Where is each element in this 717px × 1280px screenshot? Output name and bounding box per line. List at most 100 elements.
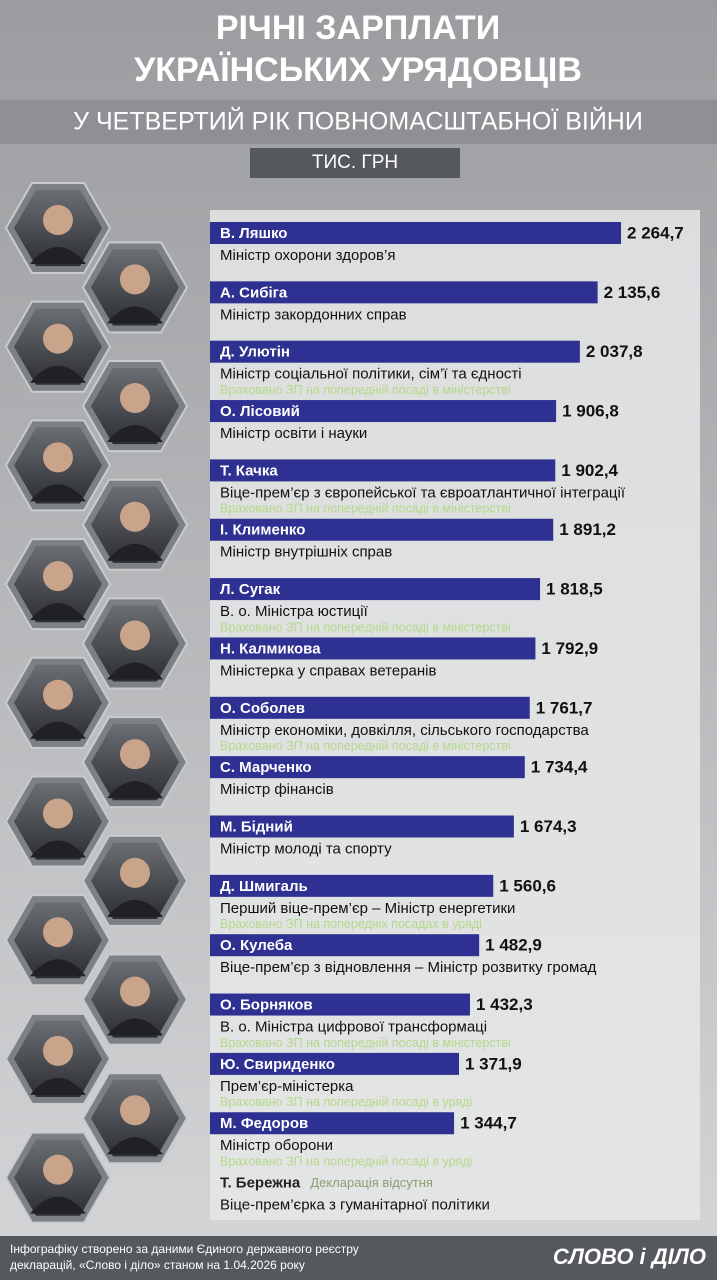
- title: РІЧНІ ЗАРПЛАТИ: [216, 9, 500, 47]
- role: Міністр соціальної політики, сім’ї та єд…: [220, 366, 522, 383]
- photo-body: [107, 306, 163, 324]
- photo-body: [30, 959, 86, 977]
- bar: [210, 340, 580, 363]
- bar: [210, 934, 480, 957]
- value-label: 1 482,9: [485, 936, 542, 955]
- bar-label: М. Федоров: [220, 1115, 308, 1132]
- subtitle-band: [0, 100, 717, 144]
- photo-body: [30, 484, 86, 502]
- bar: [210, 518, 554, 541]
- footer: Інфографіку створено за даними Єдиного д…: [10, 1242, 359, 1256]
- photo-head: [120, 620, 150, 651]
- photo-head: [120, 857, 150, 888]
- photo-body: [107, 899, 163, 917]
- bar: [210, 874, 494, 897]
- value-label: 2 037,8: [586, 342, 643, 361]
- role: Перший віце-прем’єр – Міністр енергетики: [220, 900, 515, 917]
- photo-body: [30, 365, 86, 383]
- role: Прем’єр-міністерка: [220, 1078, 354, 1095]
- logo: СЛОВО і ДІЛО: [553, 1244, 706, 1269]
- value-label: 1 792,9: [541, 639, 598, 658]
- bar-label: І. Клименко: [220, 522, 305, 539]
- bar-label: С. Марченко: [220, 759, 312, 776]
- photo-body: [107, 543, 163, 561]
- role: Міністр молоді та спорту: [220, 840, 392, 857]
- bar: [210, 281, 598, 304]
- title: УКРАЇНСЬКИХ УРЯДОВЦІВ: [134, 51, 582, 89]
- role: Міністр економіки, довкілля, сільського …: [220, 722, 589, 739]
- role: Міністр охорони здоров’я: [220, 247, 395, 264]
- bar-label: О. Лісовий: [220, 403, 300, 420]
- bar-label: М. Бідний: [220, 818, 293, 835]
- value-label: 1 761,7: [536, 698, 593, 717]
- photo-head: [120, 739, 150, 770]
- role: Віце-прем’єр з європейської та євроатлан…: [220, 484, 626, 501]
- bar-label: Д. Улютін: [220, 344, 290, 361]
- note: Враховано ЗП на попередній посаді в уряд…: [220, 1155, 472, 1169]
- photo-body: [30, 247, 86, 264]
- value-label: 1 432,3: [476, 995, 533, 1014]
- photo-head: [43, 917, 73, 948]
- value-label: 1 371,9: [465, 1054, 522, 1073]
- photo-head: [43, 798, 73, 829]
- bar: [210, 1052, 459, 1075]
- bar-label: А. Сибіга: [220, 284, 288, 301]
- role: Міністр фінансів: [220, 781, 334, 798]
- value-label: 1 818,5: [546, 580, 603, 599]
- bar: [210, 815, 514, 838]
- role: Віце-прем’єрка з гуманітарної політики: [220, 1197, 490, 1214]
- value-label: 1 891,2: [559, 520, 616, 539]
- bar: [210, 459, 556, 482]
- note: Враховано ЗП на попередній посаді в уряд…: [220, 1095, 472, 1109]
- value-label: 1 344,7: [460, 1114, 517, 1133]
- photo-head: [43, 442, 73, 473]
- value-label: 1 674,3: [520, 817, 577, 836]
- bar-label: Т. Бережна: [220, 1175, 301, 1192]
- note: Враховано ЗП на попередній посаді в міні…: [220, 1036, 511, 1050]
- value-label: 1 906,8: [562, 402, 619, 421]
- bar: [210, 696, 530, 719]
- role: Міністр закордонних справ: [220, 306, 407, 323]
- photo-head: [43, 1154, 73, 1185]
- bar-label: Т. Качка: [220, 462, 278, 479]
- photo-head: [43, 205, 73, 235]
- footer-band: [0, 1236, 717, 1280]
- photo-body: [107, 662, 163, 680]
- value-label: 1 902,4: [561, 461, 618, 480]
- role: Віце-прем’єр з відновлення – Міністр роз…: [220, 959, 597, 976]
- value-label: 1 560,6: [499, 876, 556, 895]
- unit: ТИС. ГРН: [312, 152, 398, 173]
- missing-note: Декларація відсутня: [310, 1175, 433, 1190]
- note: Враховано ЗП на попередній посаді в міні…: [220, 383, 511, 397]
- photo-body: [30, 1196, 86, 1214]
- photo-head: [43, 323, 73, 354]
- photo-body: [107, 1018, 163, 1036]
- unit-band: [250, 148, 460, 178]
- bar: [210, 993, 470, 1016]
- bar: [210, 1112, 455, 1135]
- subtitle: У ЧЕТВЕРТИЙ РІК ПОВНОМАСШТАБНОЇ ВІЙНИ: [73, 106, 643, 136]
- value-label: 2 264,7: [627, 223, 684, 242]
- photo-body: [107, 781, 163, 799]
- bar-label: В. Ляшко: [220, 225, 287, 242]
- photo-head: [43, 1035, 73, 1066]
- bar-label: Д. Шмигаль: [220, 878, 308, 895]
- photo-head: [120, 976, 150, 1007]
- bar-label: Ю. Свириденко: [220, 1056, 335, 1073]
- value-label: 1 734,4: [531, 758, 588, 777]
- photo-head: [120, 1095, 150, 1126]
- photo-body: [30, 840, 86, 858]
- value-label: 2 135,6: [604, 283, 661, 302]
- role: Міністр внутрішніх справ: [220, 544, 392, 561]
- photo-head: [43, 679, 73, 710]
- bar-label: О. Кулеба: [220, 937, 293, 954]
- role: В. о. Міністра юстиції: [220, 603, 369, 620]
- bar: [210, 222, 622, 244]
- photo-body: [107, 1137, 163, 1155]
- bar: [210, 400, 557, 423]
- bar-label: Л. Сугак: [220, 581, 281, 598]
- bar: [210, 756, 525, 779]
- photo-body: [30, 721, 86, 739]
